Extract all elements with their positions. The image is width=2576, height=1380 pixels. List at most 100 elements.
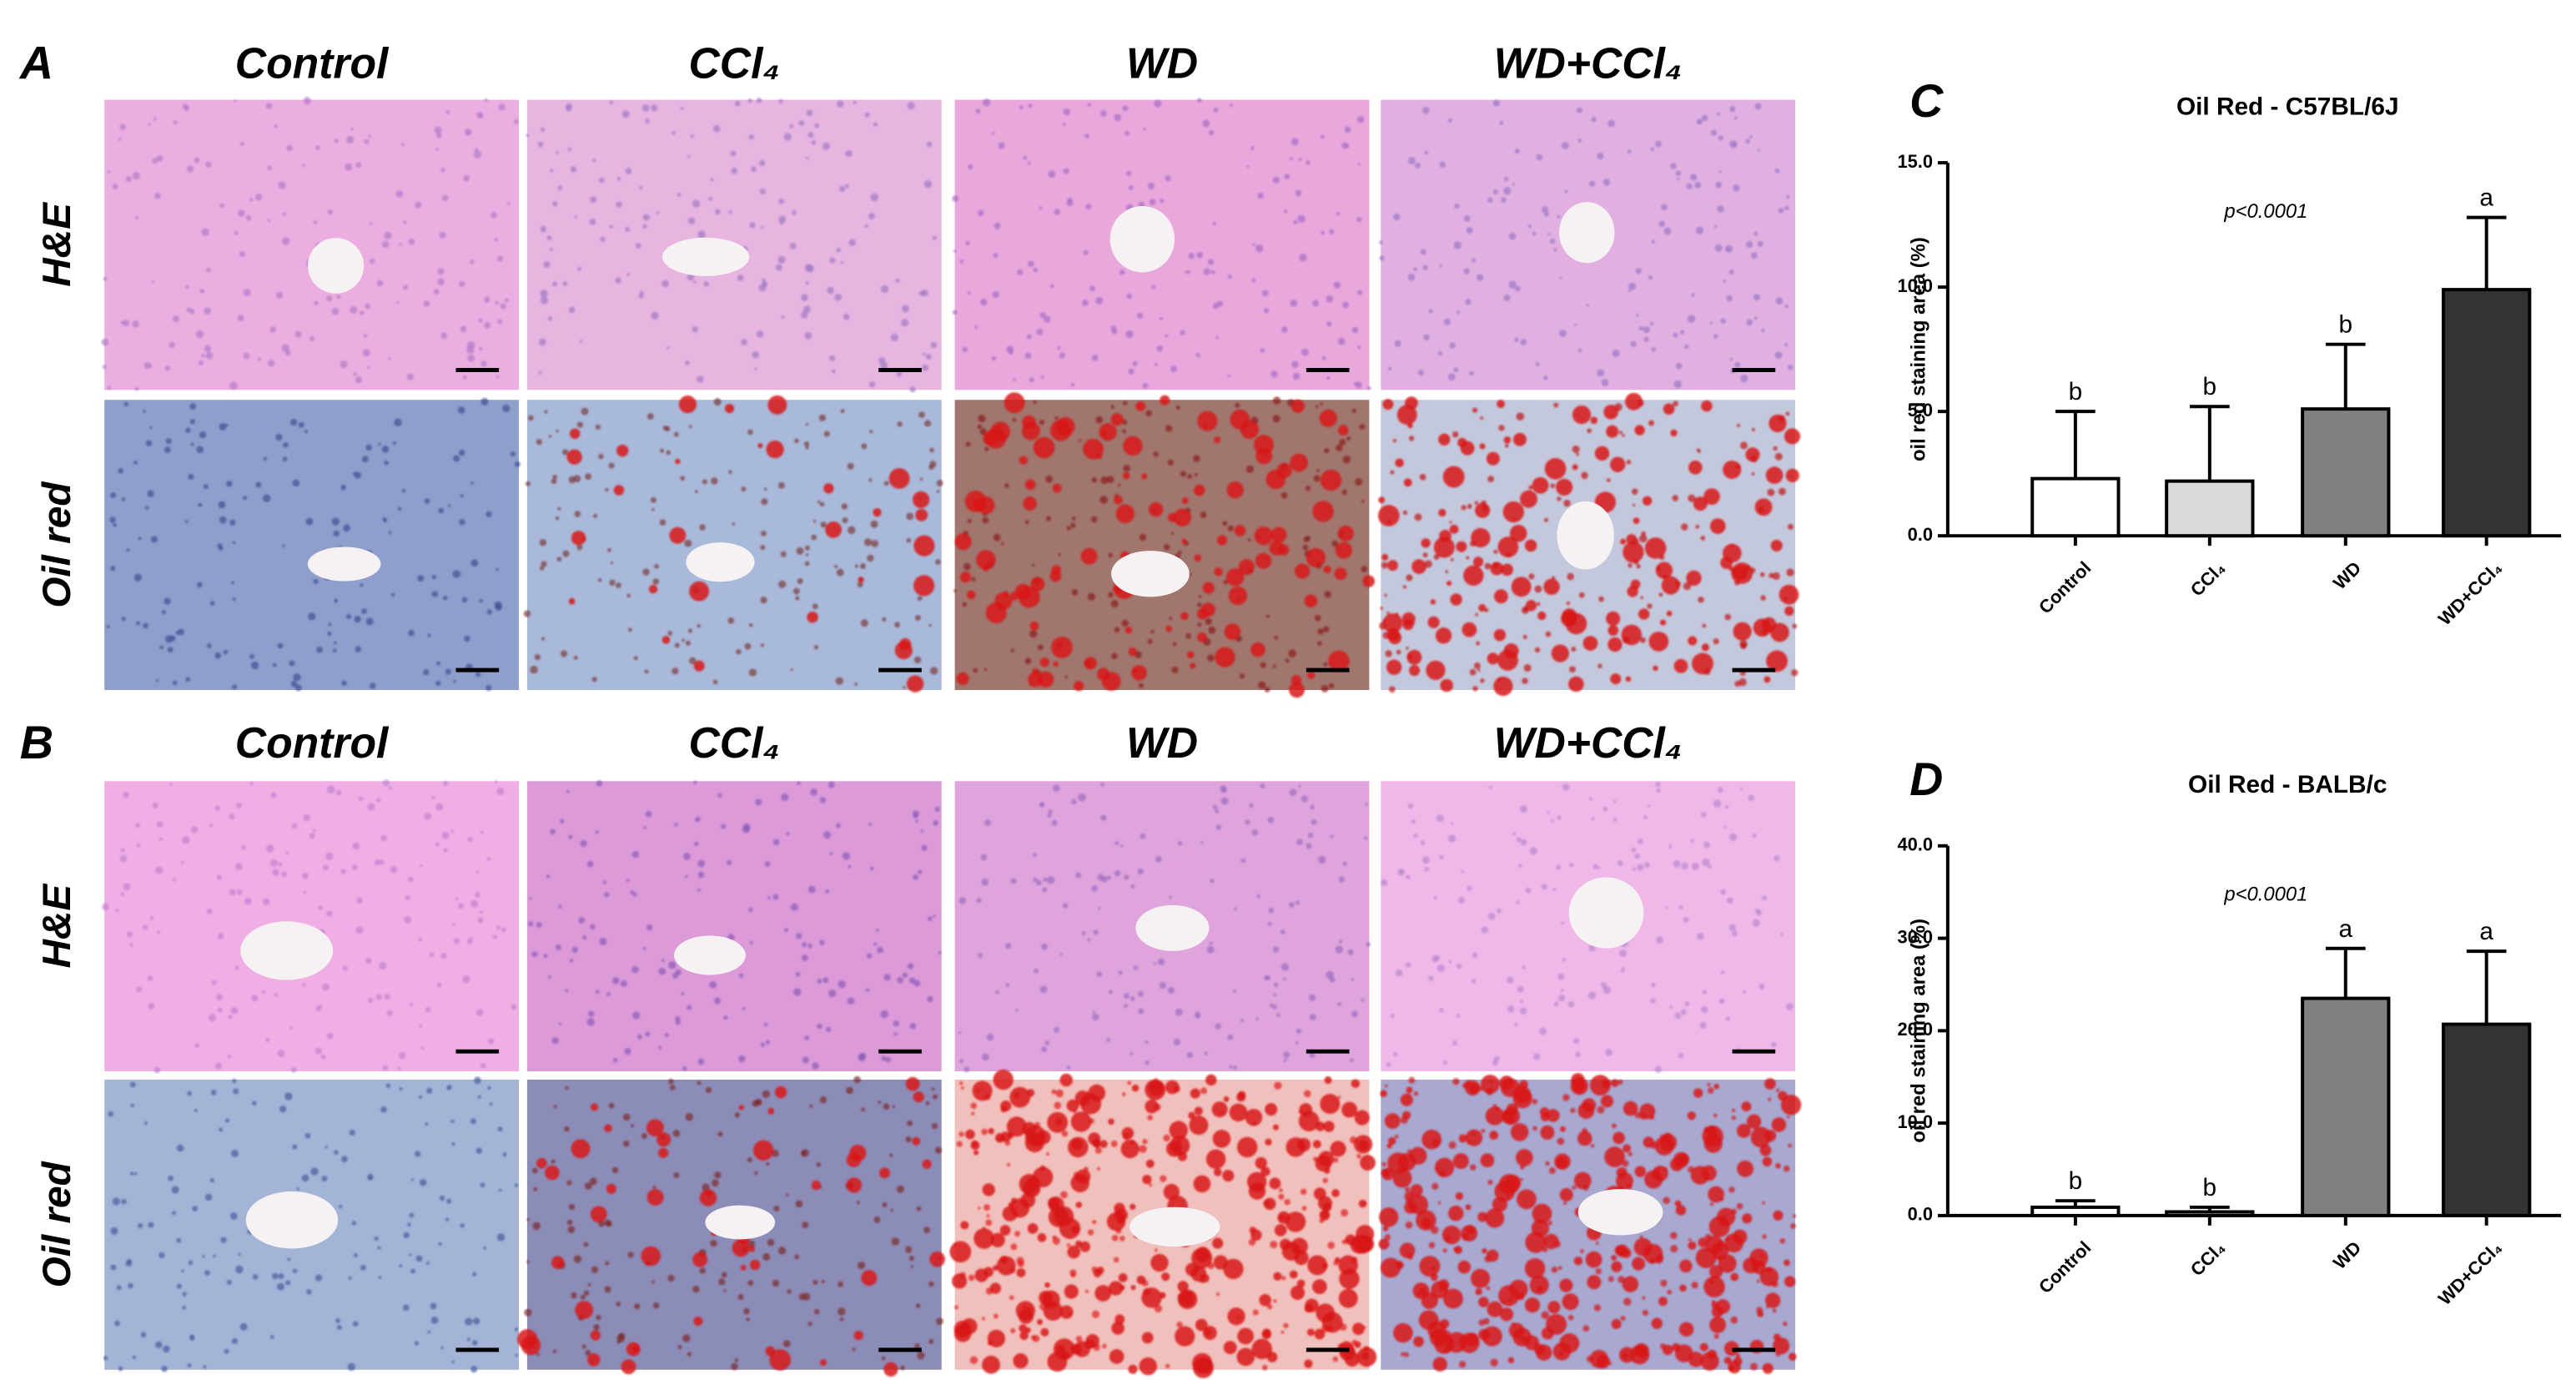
lipid [949, 1241, 972, 1263]
nucleus [567, 147, 571, 152]
nucleus [536, 922, 542, 928]
nucleus [1634, 853, 1640, 859]
nucleus [1478, 1319, 1485, 1326]
lipid [1623, 1100, 1638, 1116]
nucleus [861, 443, 868, 450]
lipid [571, 1139, 591, 1159]
nucleus [551, 1037, 559, 1045]
nucleus [891, 1237, 900, 1246]
lipid [922, 1159, 932, 1169]
nucleus [465, 1317, 473, 1326]
lipid [959, 572, 971, 583]
nucleus [602, 880, 606, 884]
nucleus [1644, 862, 1650, 869]
nucleus [125, 1260, 133, 1267]
nucleus [541, 561, 547, 567]
nucleus [1557, 973, 1565, 980]
nucleus [697, 888, 702, 892]
nucleus [1587, 991, 1596, 1000]
nucleus [772, 839, 780, 846]
nucleus [173, 120, 178, 125]
lipid [1236, 1347, 1255, 1367]
nucleus [409, 1253, 412, 1257]
nucleus [1786, 568, 1794, 577]
nucleus [1656, 788, 1661, 793]
nucleus [767, 896, 771, 899]
nucleus [1740, 642, 1747, 650]
nucleus [1737, 423, 1740, 427]
lipid [1456, 541, 1467, 552]
lipid [1613, 1131, 1625, 1145]
nucleus [1394, 1135, 1399, 1139]
micrograph [1381, 781, 1796, 1073]
nucleus [182, 103, 189, 110]
nucleus [565, 989, 569, 993]
nucleus [864, 112, 870, 118]
nucleus [1147, 638, 1153, 644]
lipid [1486, 1088, 1494, 1095]
y-tick-label: 20.0 [1897, 1019, 1933, 1040]
nucleus [1324, 591, 1331, 598]
nucleus [667, 1274, 675, 1282]
nucleus [543, 954, 548, 959]
nucleus [123, 791, 129, 798]
nucleus [1320, 402, 1323, 405]
lipid [1317, 1196, 1332, 1211]
nucleus [748, 668, 757, 677]
nucleus [1413, 834, 1418, 839]
nucleus [1177, 841, 1183, 846]
nucleus [878, 1100, 882, 1105]
nucleus [1140, 833, 1146, 839]
nucleus [1057, 346, 1061, 350]
nucleus [934, 1146, 943, 1154]
nucleus [985, 1219, 993, 1226]
nucleus [472, 1317, 480, 1325]
nucleus [1453, 241, 1462, 249]
nucleus [282, 212, 286, 217]
nucleus [1060, 1191, 1068, 1199]
nucleus [1501, 197, 1507, 203]
lipid [970, 1141, 980, 1151]
lipid [1306, 671, 1316, 679]
nucleus [1310, 804, 1315, 810]
nucleus [1273, 1299, 1277, 1303]
nucleus [1052, 784, 1060, 792]
nucleus [817, 500, 821, 504]
nucleus [470, 1366, 478, 1373]
nucleus [278, 1273, 284, 1279]
nucleus [331, 307, 340, 315]
lipid [1004, 392, 1025, 414]
nucleus [766, 1162, 770, 1166]
nucleus [1506, 976, 1514, 984]
nucleus [114, 1320, 120, 1327]
nucleus [611, 1166, 619, 1174]
nucleus [1276, 1013, 1280, 1018]
nucleus [362, 349, 370, 357]
nucleus [1717, 112, 1721, 117]
nucleus [496, 567, 499, 572]
lipid [1240, 421, 1259, 440]
nucleus [220, 1236, 227, 1243]
nucleus [590, 924, 596, 929]
nucleus [802, 305, 811, 314]
lipid [1404, 1191, 1414, 1201]
nucleus [1029, 377, 1034, 383]
nucleus [346, 135, 355, 144]
nucleus [1281, 1276, 1286, 1281]
texture [958, 783, 1371, 1073]
nucleus [1725, 247, 1730, 252]
lipid [1177, 1151, 1188, 1161]
nucleus [1553, 402, 1559, 408]
nucleus [1785, 194, 1790, 199]
nucleus [140, 1332, 147, 1338]
nucleus [1342, 861, 1347, 866]
nucleus [1171, 531, 1175, 536]
nucleus [979, 428, 987, 436]
nucleus [1648, 420, 1655, 426]
nucleus [1674, 1012, 1682, 1020]
lipid [1022, 1179, 1041, 1198]
lipid [1663, 403, 1675, 416]
nucleus [894, 622, 900, 628]
nucleus [289, 1026, 294, 1030]
nucleus [1733, 184, 1740, 192]
